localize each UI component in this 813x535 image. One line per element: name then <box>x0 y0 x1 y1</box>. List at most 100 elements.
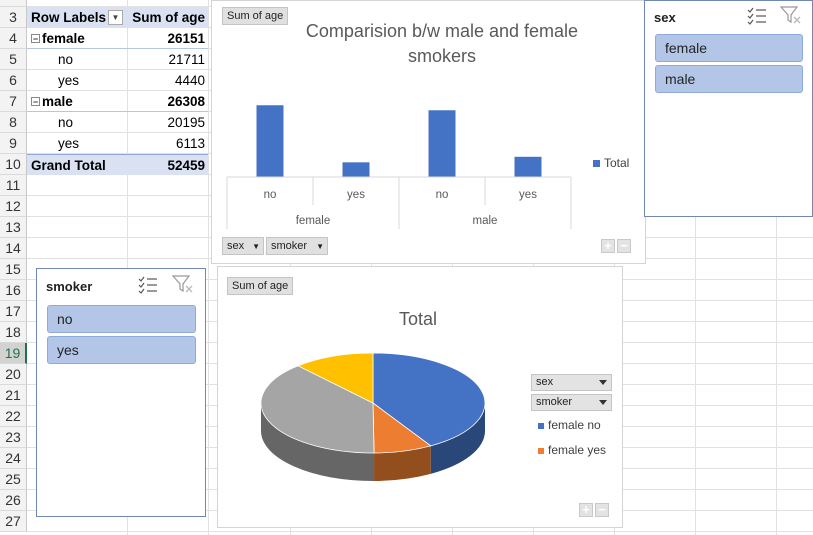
row-header[interactable]: 23 <box>0 427 27 448</box>
sex-slicer[interactable]: sex female male <box>644 0 813 217</box>
pie-legend-female-yes: female yes <box>538 443 606 457</box>
row-header[interactable] <box>0 0 27 7</box>
grand-total-value[interactable]: 52459 <box>127 154 208 175</box>
smoker-field-label: smoker <box>271 240 308 252</box>
pie-chart[interactable]: Sum of age Total sex smoker female no fe… <box>217 266 623 528</box>
pivot-group-label[interactable]: − male <box>27 91 127 112</box>
row-header[interactable]: 19 <box>0 343 27 364</box>
pie-chart-field-button[interactable]: Sum of age <box>227 277 294 295</box>
chevron-down-icon <box>599 400 607 405</box>
smoker-field-selector[interactable]: smoker <box>531 394 612 411</box>
pivot-header-sum-of-age[interactable]: Sum of age <box>127 7 208 28</box>
row-header[interactable]: 15 <box>0 259 27 280</box>
row-header[interactable]: 11 <box>0 175 27 196</box>
column-gridline <box>208 0 209 535</box>
collapse-icon[interactable]: − <box>31 33 40 44</box>
bar-plot-area: no yes no yes female male <box>226 105 572 229</box>
row-header[interactable]: 17 <box>0 301 27 322</box>
clear-filter-icon[interactable] <box>171 274 194 297</box>
row-header[interactable]: 4 <box>0 28 27 49</box>
pivot-label-text: yes <box>58 73 80 88</box>
pie-chart-title: Total <box>398 309 438 329</box>
pivot-header-row-labels[interactable]: Row Labels ▼ <box>27 7 127 28</box>
pivot-item-label[interactable]: yes <box>27 70 127 91</box>
clear-filter-icon[interactable] <box>779 5 802 28</box>
bar-female-yes <box>342 162 370 177</box>
column-gridline <box>776 0 777 535</box>
pivot-group-separator <box>27 48 208 49</box>
pivot-value[interactable]: 6113 <box>175 136 205 151</box>
pivot-value[interactable]: 26151 <box>167 31 205 46</box>
collapse-field-button[interactable]: − <box>595 503 609 517</box>
collapse-icon[interactable]: − <box>31 96 40 107</box>
sex-field-filter-button[interactable]: sex ▼ <box>222 237 264 255</box>
pivot-value[interactable]: 20195 <box>167 115 205 130</box>
row-header[interactable]: 24 <box>0 448 27 469</box>
legend-swatch-female-no <box>538 422 544 429</box>
expand-field-button[interactable]: + <box>601 239 615 253</box>
smoker-slicer-item-yes[interactable]: yes <box>47 336 196 364</box>
pivot-item-label[interactable]: yes <box>27 133 127 154</box>
row-header[interactable]: 5 <box>0 49 27 70</box>
pivot-label-text: female <box>42 31 85 46</box>
expand-field-button[interactable]: + <box>579 503 593 517</box>
pivot-item-label[interactable]: no <box>27 49 127 70</box>
multi-select-icon[interactable] <box>746 6 768 29</box>
row-header[interactable]: 3 <box>0 7 27 28</box>
pivot-value[interactable]: 26308 <box>167 94 205 109</box>
row-header[interactable]: 9 <box>0 133 27 154</box>
row-header[interactable]: 8 <box>0 112 27 133</box>
pivot-label-text: yes <box>58 136 80 151</box>
column-gridline <box>695 0 696 535</box>
bar-chart-field-button[interactable]: Sum of age <box>222 7 289 25</box>
smoker-slicer-title: smoker <box>46 279 93 294</box>
bar-male-yes <box>514 156 542 177</box>
smoker-slicer[interactable]: smoker no yes <box>36 268 206 517</box>
row-labels-filter-dropdown[interactable]: ▼ <box>108 10 123 25</box>
sex-field-label: sex <box>227 240 245 252</box>
row-header[interactable]: 12 <box>0 196 27 217</box>
smoker-field-filter-button[interactable]: smoker ▼ <box>266 237 328 255</box>
row-header[interactable]: 21 <box>0 385 27 406</box>
row-header[interactable]: 27 <box>0 511 27 532</box>
pie-slice-male-yes <box>297 352 374 404</box>
pie-plot-area <box>260 352 486 481</box>
row-gridline <box>27 531 813 532</box>
grand-total-label[interactable]: Grand Total <box>27 154 127 175</box>
x-tick-label: no <box>436 189 449 201</box>
bar-chart[interactable]: Sum of age Comparision b/w male and fema… <box>211 0 646 264</box>
legend-label-female-no: female no <box>548 418 601 432</box>
row-header[interactable]: 10 <box>0 154 27 175</box>
sex-slicer-title: sex <box>654 10 676 25</box>
legend-label-female-yes: female yes <box>548 443 607 457</box>
sex-field-selector[interactable]: sex <box>531 374 612 391</box>
pivot-group-label[interactable]: − female <box>27 28 127 49</box>
legend-swatch-total <box>593 160 600 167</box>
row-header[interactable]: 7 <box>0 91 27 112</box>
sex-slicer-item-female[interactable]: female <box>655 34 803 62</box>
row-header[interactable]: 20 <box>0 364 27 385</box>
x-tick-label: yes <box>347 189 365 201</box>
collapse-field-button[interactable]: − <box>617 239 631 253</box>
pie-legend-female-no: female no <box>538 418 601 432</box>
row-header[interactable]: 26 <box>0 490 27 511</box>
row-header[interactable]: 16 <box>0 280 27 301</box>
row-header[interactable]: 22 <box>0 406 27 427</box>
row-header[interactable]: 13 <box>0 217 27 238</box>
pivot-value[interactable]: 4440 <box>174 73 205 88</box>
row-header[interactable]: 18 <box>0 322 27 343</box>
pie-side-female-no <box>430 403 485 474</box>
pivot-table[interactable]: Row Labels ▼ Sum of age − female 26151 no 21… <box>27 7 208 175</box>
bar-chart-title-line2: smokers <box>407 46 476 66</box>
multi-select-icon[interactable] <box>137 275 159 298</box>
smoker-slicer-item-no[interactable]: no <box>47 305 196 333</box>
pivot-value[interactable]: 21711 <box>168 52 205 67</box>
row-header[interactable]: 25 <box>0 469 27 490</box>
row-header[interactable]: 6 <box>0 70 27 91</box>
row-header[interactable]: 14 <box>0 238 27 259</box>
sex-selector-label: sex <box>536 376 554 388</box>
bar-chart-title-line1: Comparision b/w male and female <box>305 21 579 41</box>
sex-slicer-item-male[interactable]: male <box>655 65 803 93</box>
bar-female-no <box>256 105 284 177</box>
pivot-item-label[interactable]: no <box>27 112 127 133</box>
